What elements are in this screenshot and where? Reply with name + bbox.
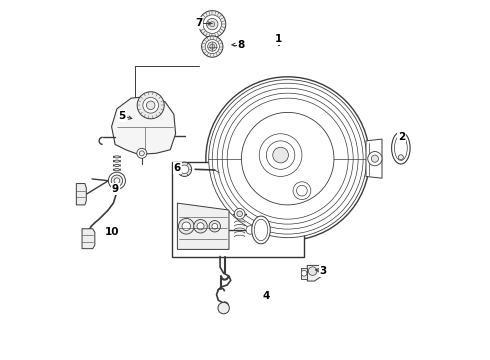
Circle shape bbox=[227, 98, 348, 219]
Polygon shape bbox=[82, 229, 95, 249]
Text: 6: 6 bbox=[174, 163, 181, 172]
Circle shape bbox=[273, 147, 289, 163]
Circle shape bbox=[308, 267, 317, 275]
Circle shape bbox=[234, 208, 245, 219]
Circle shape bbox=[199, 11, 226, 38]
Circle shape bbox=[222, 93, 353, 224]
Circle shape bbox=[209, 80, 367, 238]
Circle shape bbox=[212, 224, 218, 229]
Circle shape bbox=[203, 15, 221, 33]
Polygon shape bbox=[307, 265, 321, 281]
Circle shape bbox=[207, 18, 218, 30]
Circle shape bbox=[177, 162, 192, 176]
Ellipse shape bbox=[254, 219, 268, 240]
Circle shape bbox=[201, 36, 223, 57]
Circle shape bbox=[210, 22, 215, 27]
Circle shape bbox=[218, 302, 229, 314]
Circle shape bbox=[259, 134, 302, 176]
Circle shape bbox=[242, 112, 334, 205]
Text: 3: 3 bbox=[319, 266, 327, 276]
Circle shape bbox=[206, 77, 369, 240]
Circle shape bbox=[368, 152, 382, 166]
Polygon shape bbox=[177, 203, 229, 249]
Ellipse shape bbox=[252, 216, 270, 244]
Circle shape bbox=[182, 222, 191, 230]
Text: 10: 10 bbox=[104, 226, 119, 237]
Circle shape bbox=[217, 88, 358, 229]
Circle shape bbox=[178, 219, 194, 234]
Text: 7: 7 bbox=[195, 18, 202, 28]
Circle shape bbox=[293, 182, 311, 199]
Circle shape bbox=[246, 226, 255, 234]
Polygon shape bbox=[301, 267, 307, 279]
Text: 5: 5 bbox=[119, 111, 126, 121]
Circle shape bbox=[267, 141, 295, 169]
Circle shape bbox=[197, 223, 204, 230]
Circle shape bbox=[194, 220, 207, 233]
Circle shape bbox=[137, 148, 147, 158]
Circle shape bbox=[208, 42, 217, 51]
Ellipse shape bbox=[394, 135, 407, 161]
Circle shape bbox=[114, 178, 120, 184]
Text: 8: 8 bbox=[238, 40, 245, 50]
Circle shape bbox=[209, 221, 220, 232]
Circle shape bbox=[398, 155, 403, 160]
Circle shape bbox=[108, 172, 125, 189]
Circle shape bbox=[371, 155, 378, 162]
Circle shape bbox=[111, 175, 122, 186]
Text: 1: 1 bbox=[275, 35, 282, 44]
Circle shape bbox=[139, 151, 144, 156]
Circle shape bbox=[205, 40, 220, 54]
Circle shape bbox=[137, 92, 164, 119]
Circle shape bbox=[147, 101, 155, 109]
Circle shape bbox=[210, 44, 215, 49]
Text: 4: 4 bbox=[263, 291, 270, 301]
Circle shape bbox=[212, 83, 363, 234]
Polygon shape bbox=[112, 96, 175, 154]
Circle shape bbox=[143, 98, 159, 113]
Circle shape bbox=[296, 185, 307, 196]
Bar bbox=[172, 162, 304, 257]
Circle shape bbox=[301, 270, 307, 276]
Text: 9: 9 bbox=[112, 184, 119, 194]
Polygon shape bbox=[76, 184, 86, 205]
Circle shape bbox=[398, 136, 403, 141]
Ellipse shape bbox=[392, 132, 410, 164]
Polygon shape bbox=[366, 139, 382, 178]
Text: 2: 2 bbox=[398, 132, 405, 142]
Circle shape bbox=[237, 211, 243, 217]
Circle shape bbox=[180, 165, 189, 174]
